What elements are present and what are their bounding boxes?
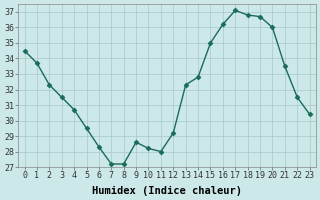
X-axis label: Humidex (Indice chaleur): Humidex (Indice chaleur)	[92, 186, 242, 196]
